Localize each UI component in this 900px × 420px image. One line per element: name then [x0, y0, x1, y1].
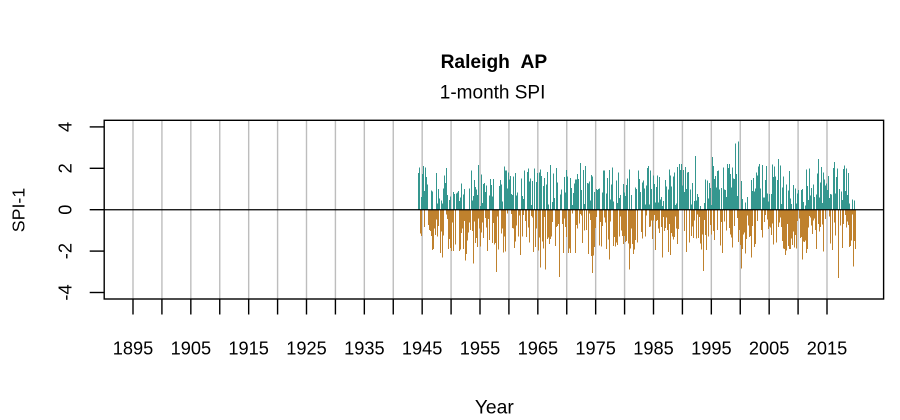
svg-text:2005: 2005: [749, 339, 789, 359]
svg-text:-2: -2: [56, 243, 76, 259]
svg-text:1915: 1915: [228, 339, 268, 359]
svg-text:1985: 1985: [633, 339, 673, 359]
svg-text:1895: 1895: [113, 339, 153, 359]
svg-text:Raleigh AP: Raleigh AP: [441, 52, 548, 73]
svg-text:1965: 1965: [518, 339, 558, 359]
svg-text:Year: Year: [475, 397, 515, 418]
svg-text:1935: 1935: [344, 339, 384, 359]
svg-text:1975: 1975: [575, 339, 615, 359]
svg-text:1-month SPI: 1-month SPI: [440, 83, 546, 104]
svg-text:1955: 1955: [460, 339, 500, 359]
svg-text:4: 4: [56, 122, 76, 132]
svg-text:-4: -4: [56, 284, 76, 300]
svg-text:2015: 2015: [807, 339, 847, 359]
svg-text:1995: 1995: [691, 339, 731, 359]
svg-text:1925: 1925: [286, 339, 326, 359]
svg-text:0: 0: [56, 205, 76, 215]
svg-text:1905: 1905: [171, 339, 211, 359]
svg-text:1945: 1945: [402, 339, 442, 359]
svg-text:SPI-1: SPI-1: [9, 188, 29, 233]
svg-text:2: 2: [56, 163, 76, 173]
